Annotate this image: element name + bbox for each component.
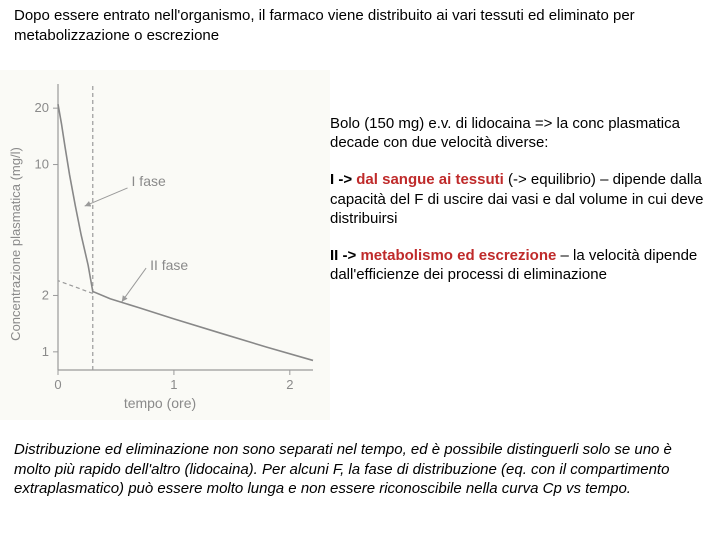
intro-paragraph: Dopo essere entrato nell'organismo, il f…: [14, 6, 694, 45]
concentration-chart: 1 2 10 20 0 1 2 tempo (ore) Concentrazione plasm…: [0, 70, 330, 420]
svg-text:II fase: II fase: [150, 257, 188, 273]
svg-text:1: 1: [42, 344, 49, 359]
svg-text:2: 2: [286, 377, 293, 392]
phase1-prefix: I ->: [330, 171, 356, 188]
footer-paragraph: Distribuzione ed eliminazione non sono s…: [14, 440, 706, 499]
svg-text:Concentrazione plasmatica (mg/: Concentrazione plasmatica (mg/l): [8, 147, 23, 341]
phase1-highlight: dal sangue ai tessuti: [356, 171, 504, 188]
svg-text:20: 20: [35, 100, 49, 115]
chart-svg: 1 2 10 20 0 1 2 tempo (ore) Concentrazione plasm…: [0, 70, 330, 420]
svg-text:1: 1: [170, 377, 177, 392]
phase2-highlight: metabolismo ed escrezione: [360, 247, 556, 264]
svg-text:tempo (ore): tempo (ore): [124, 395, 196, 411]
svg-text:10: 10: [35, 157, 49, 172]
phase2-prefix: II ->: [330, 247, 360, 264]
svg-text:0: 0: [54, 377, 61, 392]
side-explanation: Bolo (150 mg) e.v. di lidocaina => la co…: [330, 114, 710, 302]
side-p2: I -> dal sangue ai tessuti (-> equilibri…: [330, 170, 710, 228]
side-p3: II -> metabolismo ed escrezione – la vel…: [330, 246, 710, 284]
svg-text:2: 2: [42, 287, 49, 302]
svg-text:I fase: I fase: [132, 173, 166, 189]
side-p1: Bolo (150 mg) e.v. di lidocaina => la co…: [330, 114, 710, 152]
